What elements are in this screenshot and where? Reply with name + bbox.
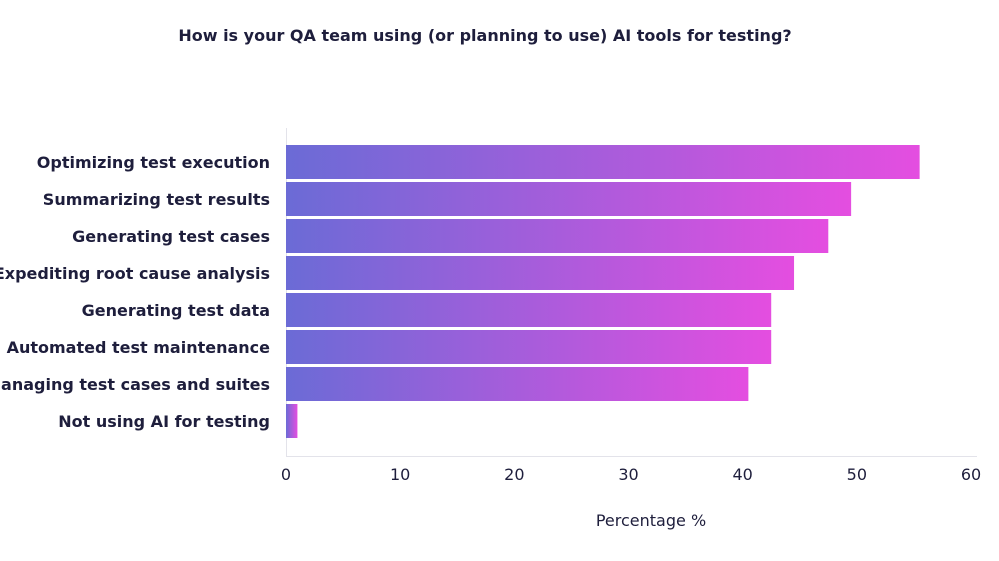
x-tick-label: 40 — [732, 465, 752, 484]
bar — [286, 182, 852, 216]
x-tick-label: 30 — [618, 465, 638, 484]
category-label: Not using AI for testing — [58, 412, 270, 431]
bar — [286, 293, 772, 327]
category-label: Managing test cases and suites — [0, 375, 270, 394]
bars-group — [286, 145, 920, 438]
category-label: Generating test cases — [72, 227, 270, 246]
bar — [286, 367, 749, 401]
category-label: Generating test data — [82, 301, 270, 320]
x-tick-label: 0 — [281, 465, 291, 484]
category-label: Summarizing test results — [43, 190, 270, 209]
x-axis-title: Percentage % — [596, 511, 706, 530]
bar — [286, 219, 829, 253]
bar — [286, 145, 920, 179]
x-tick-label: 60 — [961, 465, 981, 484]
x-tick-label: 50 — [847, 465, 867, 484]
chart-title: How is your QA team using (or planning t… — [178, 26, 792, 45]
category-label: Automated test maintenance — [7, 338, 271, 357]
category-labels-group: Optimizing test execution Summarizing tes… — [0, 153, 270, 431]
bar — [286, 256, 795, 290]
category-label: Optimizing test execution — [37, 153, 270, 172]
bar — [286, 330, 772, 364]
x-tick-label: 10 — [390, 465, 410, 484]
category-label: Expediting root cause analysis — [0, 264, 270, 283]
x-tick-label: 20 — [504, 465, 524, 484]
x-tick-labels-group: 0 10 20 30 40 50 60 — [281, 465, 981, 484]
bar — [286, 404, 298, 438]
